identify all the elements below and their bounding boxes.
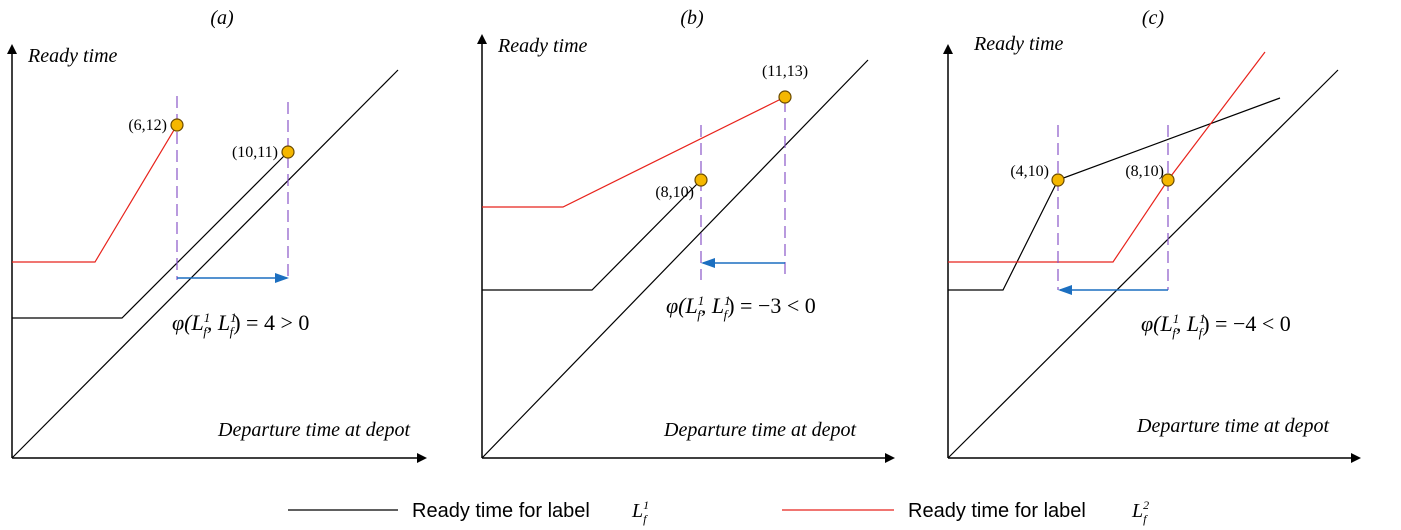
panel-c-formula: φ(L1 f, L1 f) = −4 < 0 xyxy=(1141,311,1291,340)
panel-a-point-2 xyxy=(281,145,295,159)
legend-item-label2-text: Ready time for label xyxy=(908,500,1086,522)
panel-a-label2-curve xyxy=(12,124,178,263)
panel-a: (a) Ready time Departure time at depot (… xyxy=(6,7,427,463)
panel-a-label: (a) xyxy=(210,7,234,29)
panel-c-point-2-label: (8,10) xyxy=(1125,163,1164,180)
legend-item-label1-text: Ready time for label xyxy=(412,500,590,522)
legend-item-label2-symbol: L2 f xyxy=(1131,498,1149,526)
panel-c-label2-curve xyxy=(948,51,1266,263)
panel-c: (c) Ready time Departure time at depot (… xyxy=(943,7,1361,463)
panel-c-diagonal-line xyxy=(947,69,1339,459)
panel-b-point-1-label: (11,13) xyxy=(762,63,808,80)
panel-a-formula: φ(L1 f, L1 f) = 4 > 0 xyxy=(172,310,309,339)
panel-b-label2-curve xyxy=(482,96,786,208)
panel-b: (b) Ready time Departure time at depot (… xyxy=(477,7,895,463)
panel-c-point-1-label: (4,10) xyxy=(1010,163,1049,180)
panel-b-diagonal-line xyxy=(481,59,869,459)
panel-c-point-1 xyxy=(1051,173,1065,187)
panel-b-formula: φ(L1 f, L1 f) = −3 < 0 xyxy=(666,293,816,322)
panel-b-x-axis-label: Departure time at depot xyxy=(663,419,856,441)
panel-b-y-axis-label: Ready time xyxy=(497,35,588,57)
panel-c-point-2 xyxy=(1161,173,1175,187)
panel-a-point-1-label: (6,12) xyxy=(128,117,167,134)
legend-item-label1-symbol: L1 f xyxy=(631,498,649,526)
legend-item-label1: Ready time for label L1 f xyxy=(288,498,649,526)
legend-item-label2: Ready time for label L2 f xyxy=(782,498,1149,526)
panel-a-point-1 xyxy=(170,118,184,132)
panel-b-label: (b) xyxy=(680,7,704,29)
panel-b-point-1 xyxy=(778,90,792,104)
panel-b-label1-curve xyxy=(482,179,702,291)
panel-a-point-2-label: (10,11) xyxy=(232,144,278,161)
panel-b-point-2-label: (8,10) xyxy=(655,184,694,201)
panel-a-label1-curve xyxy=(12,151,289,319)
panel-a-y-axis-label: Ready time xyxy=(27,45,118,67)
panel-a-x-axis-label: Departure time at depot xyxy=(217,419,410,441)
panel-c-label1-curve xyxy=(948,97,1281,291)
panel-a-diagonal-line xyxy=(11,69,399,459)
panel-c-label: (c) xyxy=(1142,7,1165,29)
panel-b-point-2 xyxy=(694,173,708,187)
panel-c-y-axis-label: Ready time xyxy=(973,33,1064,55)
legend: Ready time for label L1 f Ready time for … xyxy=(288,498,1149,526)
panel-c-x-axis-label: Departure time at depot xyxy=(1136,415,1329,437)
